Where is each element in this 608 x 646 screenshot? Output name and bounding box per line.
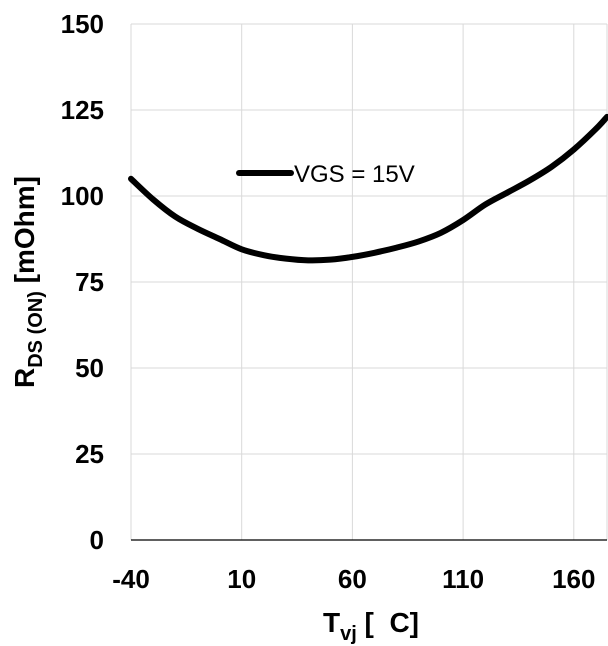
y-tick-labels: 0 25 50 75 100 125 150	[61, 9, 104, 555]
x-tick-label-10: 10	[227, 564, 256, 594]
y-tick-label-0: 0	[90, 525, 104, 555]
horizontal-gridlines	[131, 23, 607, 455]
y-axis-title-main: R	[9, 368, 40, 388]
y-axis-title: RDS (ON) [mOhm]	[9, 176, 47, 388]
x-tick-label--40: -40	[112, 564, 150, 594]
series-line-0	[128, 113, 608, 264]
x-axis-title-main: T	[323, 607, 340, 638]
x-tick-label-160: 160	[552, 564, 595, 594]
legend-label: VGS = 15V	[294, 161, 415, 188]
legend: VGS = 15V	[236, 161, 415, 188]
series-layer	[128, 113, 608, 264]
x-axis-title-rest: [ C]	[357, 607, 419, 638]
x-axis-title-sub: vj	[340, 623, 357, 645]
x-tick-labels: -40 10 60 110 160	[112, 564, 595, 594]
y-tick-label-125: 125	[61, 95, 104, 125]
y-tick-label-150: 150	[61, 9, 104, 39]
x-tick-label-60: 60	[338, 564, 367, 594]
y-axis-title-sub: DS (ON)	[25, 291, 47, 368]
y-tick-label-75: 75	[75, 267, 104, 297]
y-tick-label-25: 25	[75, 439, 104, 469]
x-axis-title: Tvj [ C]	[323, 607, 419, 645]
y-axis-title-rest: [mOhm]	[9, 176, 40, 291]
y-tick-label-50: 50	[75, 353, 104, 383]
y-tick-label-100: 100	[61, 181, 104, 211]
x-tick-label-110: 110	[442, 564, 484, 594]
